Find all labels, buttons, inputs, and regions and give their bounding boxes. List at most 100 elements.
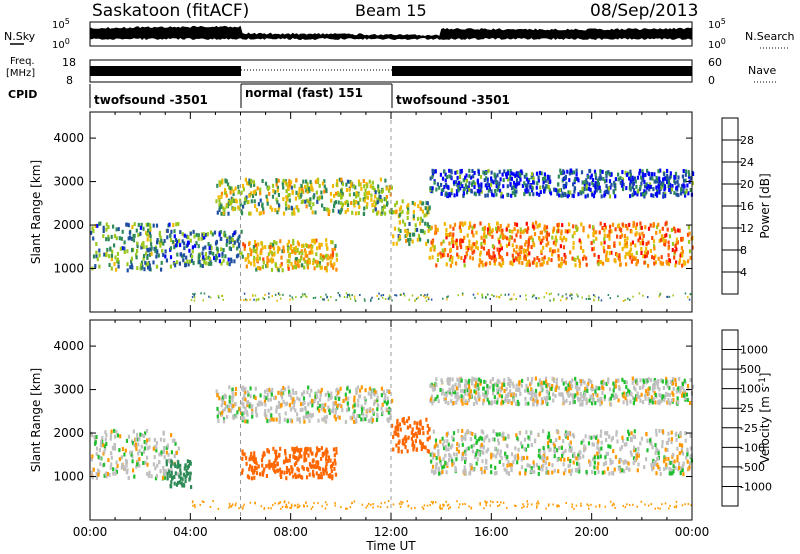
data-cell bbox=[522, 248, 525, 253]
data-cell bbox=[340, 194, 343, 199]
data-cell bbox=[301, 293, 304, 296]
data-cell bbox=[630, 252, 634, 257]
data-cell bbox=[515, 189, 518, 194]
data-cell bbox=[241, 451, 244, 456]
data-cell bbox=[374, 204, 377, 209]
data-cell bbox=[364, 417, 367, 422]
data-cell bbox=[170, 433, 173, 438]
data-cell bbox=[269, 249, 272, 254]
data-cell bbox=[492, 387, 495, 392]
data-cell bbox=[464, 391, 467, 396]
data-cell bbox=[622, 187, 625, 192]
data-cell bbox=[452, 461, 455, 466]
data-cell bbox=[572, 460, 575, 465]
data-cell bbox=[138, 463, 141, 468]
data-cell bbox=[269, 397, 272, 402]
data-cell bbox=[428, 435, 431, 440]
data-cell bbox=[165, 459, 168, 464]
data-cell bbox=[368, 179, 371, 184]
data-cell bbox=[216, 406, 219, 411]
data-cell bbox=[510, 171, 513, 176]
data-cell bbox=[560, 261, 563, 266]
data-cell bbox=[153, 437, 156, 442]
data-cell bbox=[432, 387, 435, 392]
data-cell bbox=[292, 391, 295, 396]
data-cell bbox=[241, 385, 245, 390]
data-cell bbox=[130, 236, 133, 241]
data-cell bbox=[590, 435, 593, 440]
scatter-band bbox=[240, 238, 338, 273]
data-cell bbox=[557, 257, 560, 262]
data-cell bbox=[517, 387, 520, 392]
data-cell bbox=[252, 245, 255, 250]
data-cell bbox=[649, 176, 652, 181]
data-cell bbox=[222, 211, 225, 216]
data-cell bbox=[499, 453, 502, 458]
data-cell bbox=[295, 296, 297, 299]
data-cell bbox=[422, 201, 425, 206]
data-cell bbox=[479, 435, 482, 440]
data-cell bbox=[523, 447, 526, 452]
data-cell bbox=[615, 253, 619, 258]
data-cell bbox=[553, 299, 555, 302]
data-cell bbox=[585, 256, 588, 261]
data-cell bbox=[144, 260, 147, 265]
data-cell bbox=[487, 168, 490, 173]
data-cell bbox=[682, 451, 685, 456]
data-cell bbox=[341, 202, 344, 207]
data-cell bbox=[563, 252, 566, 257]
data-cell bbox=[583, 444, 586, 449]
data-cell bbox=[388, 417, 391, 421]
data-cell bbox=[579, 245, 583, 250]
data-cell bbox=[194, 506, 196, 509]
y-tick-label: 1000 bbox=[53, 262, 84, 276]
data-cell bbox=[468, 243, 471, 248]
data-cell bbox=[433, 245, 436, 250]
data-cell bbox=[419, 237, 422, 242]
data-cell bbox=[478, 191, 481, 196]
data-cell bbox=[231, 391, 234, 395]
data-cell bbox=[461, 184, 464, 189]
data-cell bbox=[179, 468, 182, 473]
data-cell bbox=[638, 395, 641, 399]
data-cell bbox=[330, 464, 334, 468]
data-cell bbox=[624, 396, 627, 401]
data-cell bbox=[480, 429, 483, 434]
data-cell bbox=[334, 472, 338, 477]
data-cell bbox=[572, 170, 576, 175]
data-cell bbox=[266, 256, 269, 260]
data-cell bbox=[675, 192, 678, 197]
data-cell bbox=[95, 435, 98, 439]
data-cell bbox=[440, 191, 443, 196]
data-cell bbox=[249, 191, 253, 196]
data-cell bbox=[500, 394, 504, 399]
data-cell bbox=[256, 258, 259, 263]
data-cell bbox=[637, 238, 640, 243]
data-cell bbox=[598, 447, 601, 452]
data-cell bbox=[297, 242, 300, 247]
data-cell bbox=[448, 257, 451, 262]
data-cell bbox=[267, 463, 270, 468]
data-cell bbox=[401, 438, 405, 443]
data-cell bbox=[288, 198, 291, 203]
data-cell bbox=[445, 447, 448, 452]
data-cell bbox=[453, 222, 457, 227]
data-cell bbox=[681, 443, 684, 448]
data-cell bbox=[218, 198, 221, 203]
data-cell bbox=[253, 468, 256, 473]
data-cell bbox=[557, 254, 560, 259]
data-cell bbox=[581, 379, 585, 384]
data-cell bbox=[656, 380, 659, 385]
data-cell bbox=[592, 239, 595, 244]
data-cell bbox=[379, 195, 382, 199]
data-cell bbox=[331, 240, 334, 245]
data-cell bbox=[562, 439, 565, 444]
data-cell bbox=[480, 470, 483, 475]
data-cell bbox=[492, 180, 495, 185]
data-cell bbox=[570, 468, 573, 473]
data-cell bbox=[306, 265, 310, 270]
data-cell bbox=[663, 193, 666, 198]
data-cell bbox=[371, 389, 374, 394]
freq-label-line1: Freq. bbox=[10, 56, 35, 67]
data-cell bbox=[557, 174, 560, 179]
